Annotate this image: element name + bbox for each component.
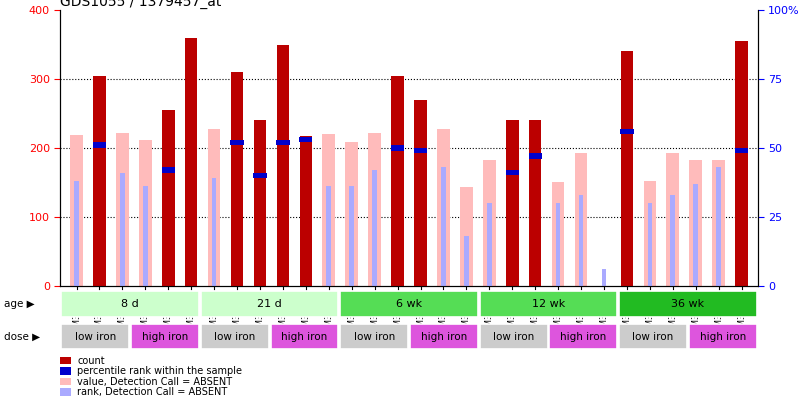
Bar (162, 167, 175, 173)
Text: high iron: high iron (560, 332, 606, 341)
Bar (619, 324, 687, 349)
Bar (643, 181, 656, 286)
Bar (480, 324, 547, 349)
Bar (529, 120, 542, 286)
Bar (505, 170, 519, 175)
Bar (350, 186, 354, 286)
Bar (552, 182, 564, 286)
Bar (276, 45, 289, 286)
Bar (185, 38, 197, 286)
Bar (529, 153, 542, 159)
Bar (372, 170, 377, 286)
Bar (735, 41, 748, 286)
Bar (368, 133, 381, 286)
Bar (575, 153, 588, 286)
Bar (70, 135, 83, 286)
Bar (506, 120, 518, 286)
Bar (340, 324, 408, 349)
Bar (556, 203, 560, 286)
Bar (276, 140, 289, 145)
Bar (487, 203, 492, 286)
Bar (437, 128, 450, 286)
Text: 21 d: 21 d (257, 299, 282, 309)
Bar (271, 324, 339, 349)
Bar (61, 292, 199, 317)
Bar (93, 142, 106, 148)
Text: age ▶: age ▶ (4, 299, 35, 309)
Text: low iron: low iron (354, 332, 395, 341)
Bar (619, 292, 757, 317)
Text: low iron: low iron (633, 332, 674, 341)
Bar (602, 269, 606, 286)
Bar (340, 292, 478, 317)
Bar (131, 324, 199, 349)
Text: value, Detection Call = ABSENT: value, Detection Call = ABSENT (77, 377, 232, 387)
Text: percentile rank within the sample: percentile rank within the sample (77, 366, 243, 376)
Text: 36 wk: 36 wk (671, 299, 704, 309)
Bar (391, 75, 404, 286)
Bar (201, 324, 268, 349)
Text: rank, Detection Call = ABSENT: rank, Detection Call = ABSENT (77, 387, 227, 397)
Bar (579, 195, 584, 286)
Bar (139, 140, 152, 286)
Text: high iron: high iron (281, 332, 327, 341)
Text: 12 wk: 12 wk (532, 299, 565, 309)
Bar (483, 160, 496, 286)
Text: high iron: high iron (142, 332, 188, 341)
Bar (143, 186, 147, 286)
Bar (671, 195, 675, 286)
Bar (735, 148, 748, 153)
Bar (667, 153, 679, 286)
Bar (689, 160, 702, 286)
Bar (460, 187, 472, 286)
Text: low iron: low iron (214, 332, 256, 341)
Bar (550, 324, 617, 349)
Bar (254, 120, 266, 286)
Bar (61, 324, 129, 349)
Bar (253, 173, 267, 178)
Bar (116, 133, 129, 286)
Bar (208, 128, 220, 286)
Bar (201, 292, 339, 317)
Bar (74, 181, 79, 286)
Bar (93, 75, 106, 286)
Text: count: count (77, 356, 105, 366)
Text: high iron: high iron (700, 332, 746, 341)
Bar (689, 324, 757, 349)
Bar (162, 110, 175, 286)
Bar (693, 183, 698, 286)
Text: low iron: low iron (493, 332, 534, 341)
Text: dose ▶: dose ▶ (4, 332, 40, 341)
Bar (713, 160, 725, 286)
Bar (212, 178, 216, 286)
Bar (231, 72, 243, 286)
Text: 8 d: 8 d (121, 299, 139, 309)
Bar (717, 167, 721, 286)
Text: GDS1055 / 1379457_at: GDS1055 / 1379457_at (60, 0, 222, 9)
Bar (326, 186, 331, 286)
Bar (410, 324, 478, 349)
Bar (120, 173, 125, 286)
Bar (300, 136, 312, 286)
Bar (480, 292, 617, 317)
Text: low iron: low iron (75, 332, 116, 341)
Bar (346, 142, 358, 286)
Bar (441, 167, 446, 286)
Bar (414, 100, 427, 286)
Bar (621, 51, 634, 286)
Text: 6 wk: 6 wk (396, 299, 422, 309)
Bar (414, 148, 427, 153)
Bar (231, 140, 243, 145)
Bar (299, 137, 313, 142)
Bar (647, 203, 652, 286)
Bar (621, 128, 634, 134)
Text: high iron: high iron (421, 332, 467, 341)
Bar (464, 236, 468, 286)
Bar (322, 134, 335, 286)
Bar (391, 145, 404, 151)
